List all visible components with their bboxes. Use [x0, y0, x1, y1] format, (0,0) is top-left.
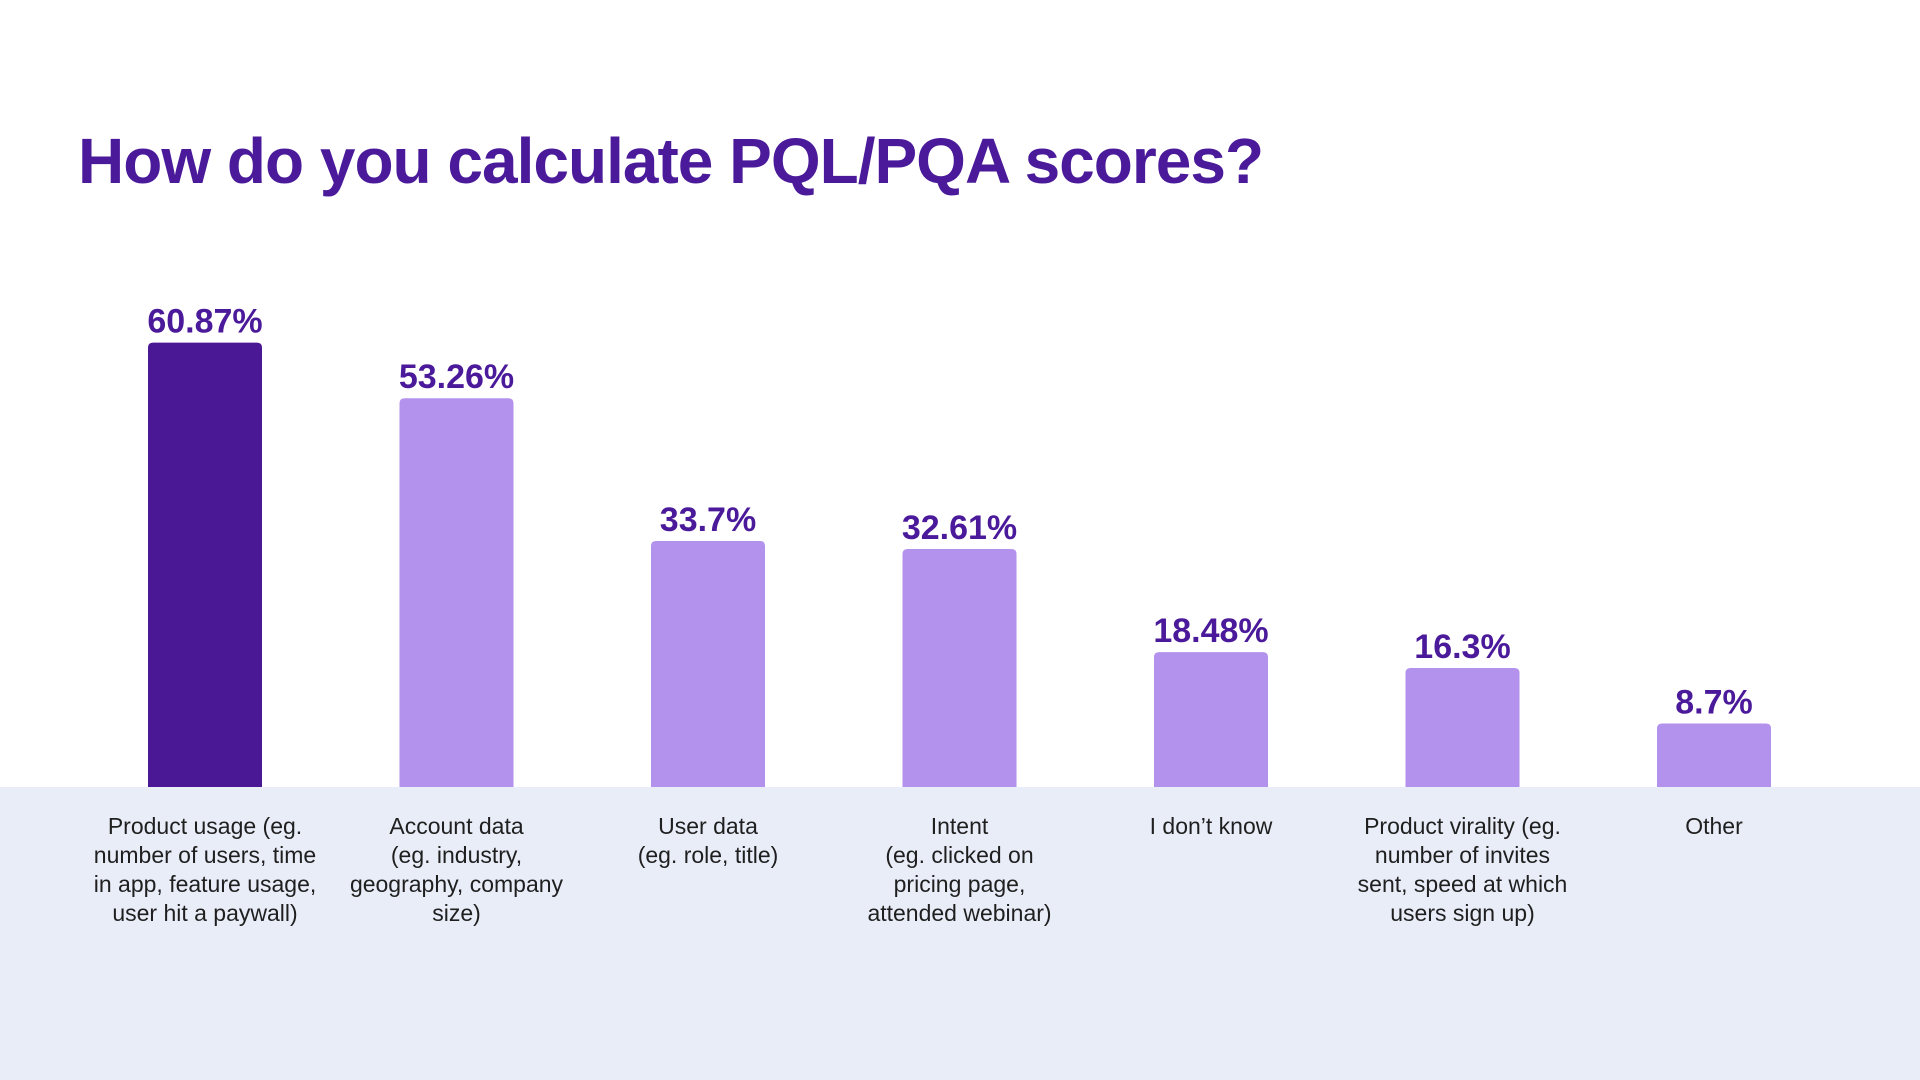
- category-label: Product usage (eg. number of users, time…: [93, 813, 317, 926]
- value-labels-group: 60.87% 53.26% 33.7% 32.61% 18.48% 16.3% 8.7%: [147, 303, 1752, 722]
- category-label: Account data (eg. industry, geography, c…: [349, 813, 564, 926]
- category-label: Intent (eg. clicked on pricing page, att…: [867, 813, 1052, 926]
- bar-value-label: 60.87%: [147, 303, 262, 341]
- bottom-band: [0, 787, 1920, 1080]
- bar-value-label: 16.3%: [1414, 628, 1510, 666]
- bar-5: [1405, 668, 1520, 787]
- category-label: Other: [1685, 813, 1743, 839]
- bar-2: [651, 540, 765, 787]
- category-label: I don’t know: [1149, 813, 1273, 839]
- bar-1: [399, 398, 514, 787]
- bar-value-label: 53.26%: [399, 358, 514, 396]
- bar-6: [1657, 723, 1771, 787]
- chart-title: How do you calculate PQL/PQA scores?: [78, 125, 1264, 197]
- category-label: Product virality (eg. number of invites …: [1357, 813, 1568, 926]
- bar-4: [1154, 652, 1268, 787]
- category-label: User data (eg. role, title): [637, 813, 779, 868]
- bar-value-label: 8.7%: [1675, 683, 1753, 721]
- bar-value-label: 33.7%: [660, 501, 756, 539]
- bar-value-label: 32.61%: [902, 509, 1017, 547]
- bar-0: [148, 342, 262, 787]
- bar-value-label: 18.48%: [1153, 612, 1268, 650]
- bars-group: [148, 342, 1771, 787]
- bar-3: [902, 548, 1017, 787]
